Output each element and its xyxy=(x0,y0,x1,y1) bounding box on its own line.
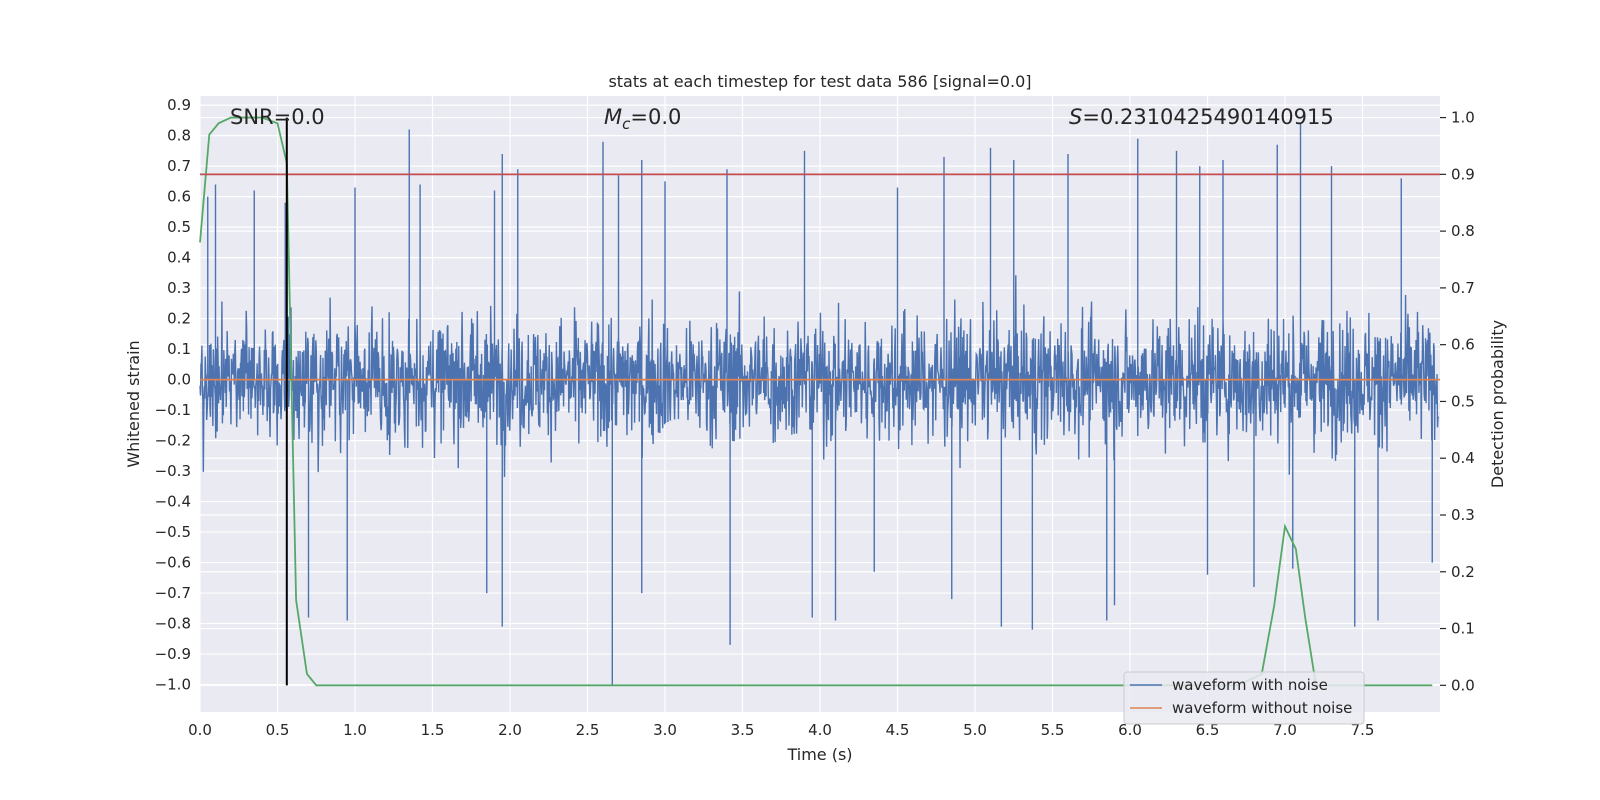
x-tick-label-5: 2.5 xyxy=(576,721,600,739)
x-tick-label-12: 6.0 xyxy=(1118,721,1142,739)
x-tick-label-9: 4.5 xyxy=(886,721,910,739)
y-right-tick-label-0: 1.0 xyxy=(1451,109,1475,127)
y-left-tick-label-10: −0.1 xyxy=(155,401,191,419)
y-right-tick-label-4: 0.6 xyxy=(1451,336,1475,354)
y-right-tick-label-7: 0.3 xyxy=(1451,506,1475,524)
x-tick-label-2: 1.0 xyxy=(343,721,367,739)
legend-label-noise: waveform with noise xyxy=(1172,676,1328,694)
snr-annotation: SNR=0.0 xyxy=(230,105,325,129)
y-left-tick-label-12: −0.3 xyxy=(155,462,191,480)
y-left-tick-label-8: 0.1 xyxy=(167,340,191,358)
x-tick-label-14: 7.0 xyxy=(1273,721,1297,739)
x-tick-label-7: 3.5 xyxy=(731,721,755,739)
y-left-tick-label-18: −0.9 xyxy=(155,645,191,663)
legend-box xyxy=(1123,671,1365,725)
x-tick-label-15: 7.5 xyxy=(1351,721,1375,739)
x-tick-label-1: 0.5 xyxy=(266,721,290,739)
y-left-tick-label-17: −0.8 xyxy=(155,615,191,633)
x-tick-label-8: 4.0 xyxy=(808,721,832,739)
mc-subscript: c xyxy=(622,115,631,133)
noise-series xyxy=(199,123,1440,685)
chart-title: stats at each timestep for test data 586… xyxy=(608,72,1031,91)
y-right-tick-label-10: 0.0 xyxy=(1451,676,1475,694)
y-left-tick-label-2: 0.7 xyxy=(167,157,191,175)
y-left-tick-label-1: 0.8 xyxy=(167,127,191,145)
y-left-tick-label-6: 0.3 xyxy=(167,279,191,297)
x-axis-label: Time (s) xyxy=(786,745,852,764)
s-annotation: S=0.2310425490140915 xyxy=(1069,105,1334,129)
y-left-tick-label-13: −0.4 xyxy=(155,493,191,511)
y-right-tick-label-2: 0.8 xyxy=(1451,222,1475,240)
y-left-tick-label-4: 0.5 xyxy=(167,218,191,236)
y-left-axis-label: Whitened strain xyxy=(124,340,143,467)
y-left-tick-label-3: 0.6 xyxy=(167,188,191,206)
y-left-tick-label-0: 0.9 xyxy=(167,96,191,114)
y-left-axis-ticks: 0.9 0.8 0.7 0.6 0.5 0.4 0.3 0.2 0.1 0.0 −0.1 −0.2 −0… xyxy=(155,96,191,693)
y-right-tick-label-5: 0.5 xyxy=(1451,392,1475,410)
y-left-tick-label-5: 0.4 xyxy=(167,249,191,267)
x-tick-label-10: 5.0 xyxy=(963,721,987,739)
x-axis-ticks: 0.0 0.5 1.0 1.5 2.0 2.5 3.0 3.5 4.0 4.5 5.0 5.5 6.0 6… xyxy=(188,721,1374,739)
mc-symbol: M xyxy=(604,105,622,129)
y-right-axis-ticks: 1.0 0.9 0.8 0.7 0.6 0.5 0.4 0.3 0.2 0.1 0.0 xyxy=(1440,109,1475,694)
s-symbol: S xyxy=(1069,105,1082,129)
y-right-tick-label-9: 0.1 xyxy=(1451,620,1475,638)
mc-value: =0.0 xyxy=(630,105,681,129)
x-tick-label-4: 2.0 xyxy=(498,721,522,739)
y-left-tick-label-16: −0.7 xyxy=(155,584,191,602)
legend-label-clean: waveform without noise xyxy=(1172,699,1352,717)
x-tick-label-3: 1.5 xyxy=(421,721,445,739)
mc-annotation: Mc=0.0 xyxy=(604,105,681,133)
y-right-tick-label-1: 0.9 xyxy=(1451,165,1475,183)
x-tick-label-6: 3.0 xyxy=(653,721,677,739)
y-left-tick-label-15: −0.6 xyxy=(155,554,191,572)
y-left-tick-label-7: 0.2 xyxy=(167,310,191,328)
y-left-tick-label-11: −0.2 xyxy=(155,432,191,450)
series-waveform-with-noise xyxy=(199,123,1440,685)
y-right-axis-label: Detection probability xyxy=(1488,320,1507,488)
line-series xyxy=(199,116,1440,687)
s-value: =0.2310425490140915 xyxy=(1082,105,1333,129)
x-tick-label-11: 5.5 xyxy=(1041,721,1065,739)
x-tick-label-13: 6.5 xyxy=(1196,721,1220,739)
legend: waveform with noise waveform without noi… xyxy=(1123,671,1365,725)
y-left-tick-label-14: −0.5 xyxy=(155,523,191,541)
y-right-tick-label-3: 0.7 xyxy=(1451,279,1475,297)
y-left-tick-label-19: −1.0 xyxy=(155,676,191,694)
y-right-tick-label-6: 0.4 xyxy=(1451,449,1475,467)
series-detection-probability xyxy=(199,116,1433,687)
y-right-tick-label-8: 0.2 xyxy=(1451,563,1475,581)
x-tick-label-0: 0.0 xyxy=(188,721,212,739)
y-left-tick-label-9: 0.0 xyxy=(167,371,191,389)
